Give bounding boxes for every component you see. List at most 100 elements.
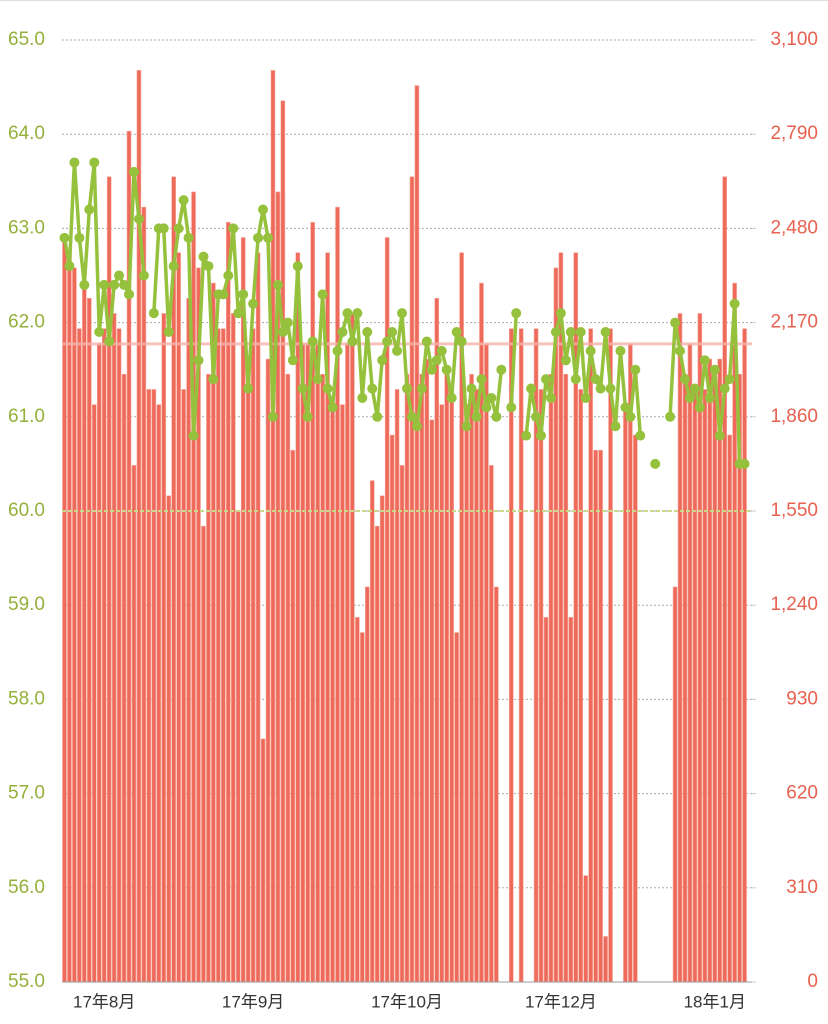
bar — [121, 373, 127, 983]
bar — [365, 586, 370, 983]
y-tick-label: 63.0 — [8, 217, 45, 238]
bar — [682, 373, 688, 983]
bar — [265, 358, 271, 983]
point — [148, 308, 159, 319]
point — [173, 223, 184, 234]
bar — [280, 100, 286, 983]
bar — [221, 328, 226, 983]
bar — [399, 465, 405, 983]
line — [509, 313, 518, 408]
x-tick-label: 17年12月 — [525, 992, 597, 1011]
bar — [469, 373, 474, 983]
point — [59, 232, 70, 243]
bar — [72, 267, 77, 983]
bar — [77, 328, 82, 983]
point — [595, 383, 606, 394]
bar — [87, 297, 92, 983]
bar — [389, 434, 395, 983]
bar — [588, 328, 593, 983]
bar — [538, 389, 544, 983]
point — [198, 251, 209, 262]
bar — [235, 510, 241, 983]
y2-tick-label: 2,790 — [770, 123, 818, 144]
point — [124, 289, 135, 300]
point — [451, 327, 462, 338]
x-tick-label: 18年1月 — [684, 992, 746, 1011]
point — [709, 364, 720, 375]
point — [203, 261, 214, 272]
point — [436, 345, 447, 356]
point — [421, 336, 432, 347]
point — [719, 383, 730, 394]
point — [496, 364, 507, 375]
point — [69, 157, 80, 168]
point — [461, 421, 472, 432]
point — [625, 411, 636, 422]
point — [411, 421, 422, 432]
point — [342, 308, 353, 319]
point — [104, 336, 115, 347]
point — [178, 195, 189, 206]
point — [416, 383, 427, 394]
bar — [330, 404, 335, 983]
bar — [96, 343, 102, 983]
bar — [345, 343, 350, 983]
bar — [191, 191, 196, 983]
bar — [116, 328, 122, 983]
point — [292, 261, 303, 272]
bar — [484, 343, 489, 983]
point — [317, 289, 328, 300]
point — [506, 402, 517, 413]
bar — [583, 875, 588, 983]
bar — [67, 252, 72, 983]
y2-tick-label: 3,100 — [770, 29, 818, 50]
point — [243, 383, 254, 394]
point — [605, 383, 616, 394]
point — [382, 336, 393, 347]
point — [441, 364, 452, 375]
bar — [444, 373, 449, 983]
bar — [489, 465, 494, 983]
point — [739, 458, 750, 469]
bar — [350, 313, 355, 983]
point — [287, 355, 298, 366]
bar — [603, 936, 608, 983]
point — [481, 402, 492, 413]
bar — [692, 389, 698, 983]
point — [89, 157, 100, 168]
point — [218, 289, 229, 300]
bar — [141, 206, 147, 983]
bar — [230, 313, 236, 983]
point — [372, 411, 383, 422]
point — [575, 327, 586, 338]
point — [491, 411, 502, 422]
point — [238, 289, 249, 300]
bar — [300, 343, 306, 983]
bar — [201, 525, 206, 983]
point — [362, 327, 373, 338]
bar — [335, 206, 340, 983]
bar — [285, 373, 291, 983]
point — [670, 317, 681, 328]
point — [188, 430, 199, 441]
point — [600, 327, 611, 338]
y2-tick-label: 1,860 — [770, 406, 818, 427]
bar — [474, 389, 479, 983]
point — [352, 308, 363, 319]
point — [665, 411, 676, 422]
bar — [672, 586, 678, 983]
point — [193, 355, 204, 366]
point — [689, 383, 700, 394]
bar — [727, 434, 732, 983]
bar — [270, 70, 276, 983]
point — [406, 411, 417, 422]
y-tick-label: 61.0 — [8, 406, 45, 427]
x-tick-label: 17年9月 — [222, 992, 284, 1011]
point — [387, 327, 398, 338]
point — [109, 279, 120, 290]
point — [426, 364, 437, 375]
point — [277, 327, 288, 338]
bar — [687, 343, 693, 983]
bar — [106, 176, 112, 983]
point — [253, 232, 264, 243]
